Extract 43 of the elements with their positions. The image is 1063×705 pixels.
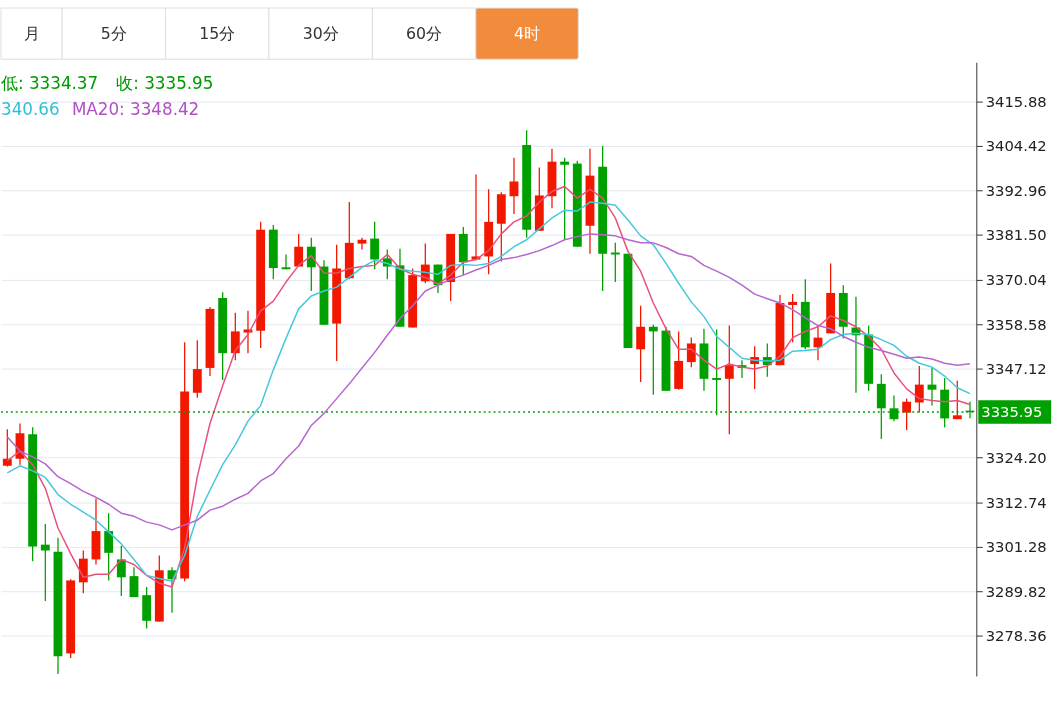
y-tick-label: 3370.04: [985, 271, 1047, 288]
candlestick: [902, 397, 912, 431]
annotation: 收: 3335.95: [116, 72, 214, 93]
y-tick-label: 3301.28: [985, 538, 1047, 556]
annotation: MA20: 3348.42: [71, 99, 200, 120]
y-tick-label: 3278.36: [985, 627, 1047, 645]
candlestick: [281, 253, 291, 270]
candlestick: [509, 157, 519, 215]
y-tick-label: 3312.74: [985, 493, 1047, 511]
candlestick: [243, 310, 253, 354]
candlestick: [2, 428, 12, 468]
candlestick: [636, 305, 646, 383]
candlestick: [192, 339, 202, 399]
ref-line-label: 3335.95: [981, 402, 1043, 420]
candlestick: [116, 545, 126, 597]
y-tick-label: 3392.96: [985, 181, 1047, 199]
text: 4时: [514, 23, 541, 43]
y-tick-label: 3347.12: [985, 360, 1047, 378]
text: 月: [23, 23, 40, 43]
annotation: 低: 3334.37: [0, 72, 99, 93]
candlestick: [788, 293, 798, 343]
text: 30分: [302, 23, 339, 43]
candlestick: [686, 336, 696, 368]
line-series: [6, 233, 971, 531]
y-tick-label: 3415.88: [985, 92, 1047, 110]
text: 60分: [406, 23, 443, 43]
candlestick: [230, 312, 240, 361]
candlestick: [560, 157, 570, 241]
text: 5分: [100, 23, 127, 43]
y-tick-label: 3324.20: [985, 449, 1047, 467]
candlestick: [952, 380, 962, 420]
candlestick: [129, 566, 139, 598]
y-tick-label: 3404.42: [985, 137, 1047, 155]
y-tick-label: 3381.50: [985, 226, 1047, 244]
y-tick-label: 3358.58: [985, 315, 1047, 333]
candlestick: [370, 221, 380, 270]
candlestick: [294, 233, 304, 268]
annotation: 340.66: [0, 99, 60, 120]
candlestick: [104, 512, 114, 582]
text: 15分: [199, 23, 236, 43]
candlestick: [724, 324, 734, 435]
y-tick-label: 3289.82: [985, 582, 1047, 600]
candlestick: [357, 237, 367, 251]
